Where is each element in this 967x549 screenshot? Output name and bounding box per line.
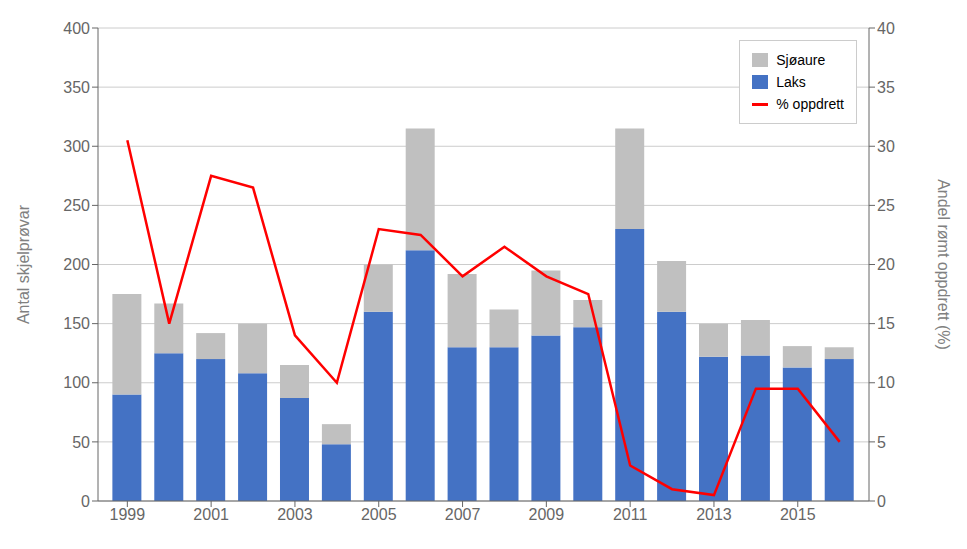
svg-text:2007: 2007 [445, 506, 481, 523]
svg-text:15: 15 [877, 315, 895, 332]
svg-text:2005: 2005 [361, 506, 397, 523]
svg-text:0: 0 [81, 493, 90, 510]
svg-text:1999: 1999 [110, 506, 146, 523]
svg-text:400: 400 [63, 20, 90, 37]
svg-text:250: 250 [63, 197, 90, 214]
svg-text:40: 40 [877, 20, 895, 37]
svg-text:350: 350 [63, 79, 90, 96]
html-text:% oppdrett: % oppdrett [776, 96, 844, 112]
svg-text:200: 200 [63, 256, 90, 273]
svg-text:Andel rømt oppdrett (%): Andel rømt oppdrett (%) [935, 179, 952, 350]
svg-text:2015: 2015 [780, 506, 816, 523]
html-text:Laks: Laks [776, 74, 806, 90]
svg-text:30: 30 [877, 138, 895, 155]
svg-text:25: 25 [877, 197, 895, 214]
svg-text:10: 10 [877, 374, 895, 391]
svg-text:2009: 2009 [529, 506, 565, 523]
svg-text:2013: 2013 [696, 506, 732, 523]
svg-text:2001: 2001 [193, 506, 229, 523]
svg-text:100: 100 [63, 374, 90, 391]
svg-text:2011: 2011 [613, 506, 648, 523]
svg-text:35: 35 [877, 79, 895, 96]
svg-text:300: 300 [63, 138, 90, 155]
html-text:Sjøaure: Sjøaure [776, 52, 826, 68]
svg-text:5: 5 [877, 434, 886, 451]
svg-text:20: 20 [877, 256, 895, 273]
svg-text:2003: 2003 [277, 506, 313, 523]
svg-text:50: 50 [72, 434, 90, 451]
svg-text:0: 0 [877, 493, 886, 510]
svg-text:150: 150 [63, 315, 90, 332]
svg-text:Antal skjelprøvar: Antal skjelprøvar [15, 204, 32, 324]
